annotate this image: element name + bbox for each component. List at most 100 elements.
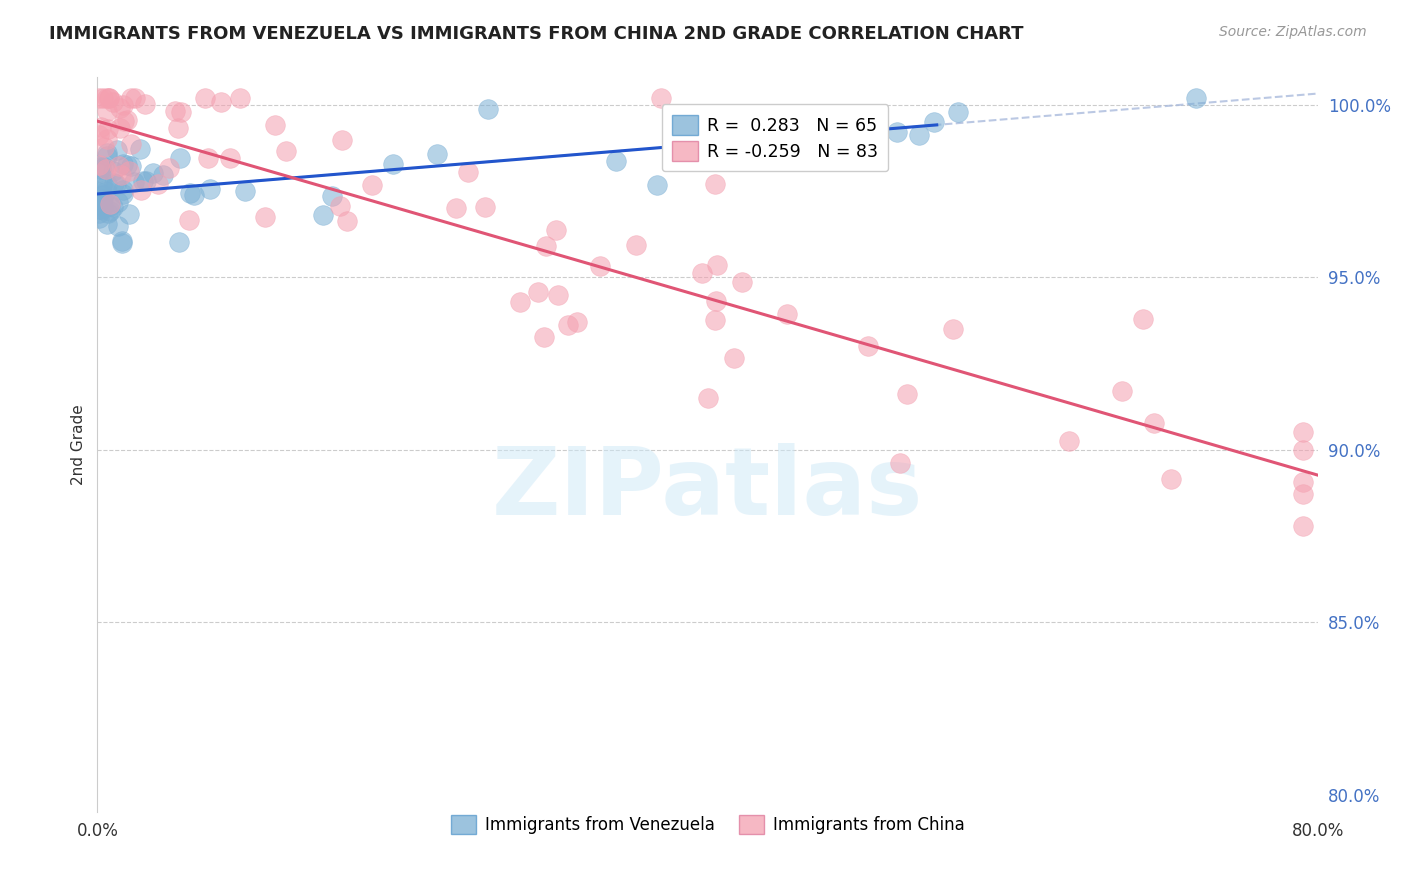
Point: [942, 322, 965, 336]
Point: [120, 159, 142, 173]
Point: [509, 295, 531, 310]
Point: [697, 392, 720, 406]
Point: [129, 184, 152, 198]
Point: [908, 128, 931, 142]
Legend: Immigrants from Venezuela, Immigrants from China: Immigrants from Venezuela, Immigrants fr…: [441, 805, 974, 844]
Point: [97, 206, 120, 220]
Point: [179, 186, 201, 200]
Point: [589, 259, 612, 273]
Point: [856, 339, 879, 353]
Point: [177, 213, 200, 227]
Y-axis label: 2nd Grade: 2nd Grade: [72, 404, 86, 485]
Point: [98, 91, 121, 105]
Text: IMMIGRANTS FROM VENEZUELA VS IMMIGRANTS FROM CHINA 2ND GRADE CORRELATION CHART: IMMIGRANTS FROM VENEZUELA VS IMMIGRANTS …: [49, 25, 1024, 43]
Point: [330, 132, 353, 146]
Point: [922, 115, 945, 129]
Point: [96, 131, 118, 145]
Point: [534, 239, 557, 253]
Point: [426, 147, 449, 161]
Point: [253, 210, 276, 224]
Point: [128, 142, 150, 156]
Point: [1292, 518, 1315, 533]
Point: [157, 161, 180, 175]
Point: [132, 174, 155, 188]
Point: [730, 276, 752, 290]
Point: [650, 91, 672, 105]
Point: [89, 202, 111, 216]
Point: [477, 102, 499, 116]
Point: [105, 143, 128, 157]
Point: [135, 174, 157, 188]
Point: [103, 200, 125, 214]
Point: [91, 195, 114, 210]
Text: ZIPatlas: ZIPatlas: [492, 442, 924, 534]
Point: [90, 162, 112, 177]
Point: [118, 207, 141, 221]
Point: [321, 189, 343, 203]
Point: [526, 285, 548, 299]
Point: [97, 91, 120, 105]
Point: [118, 163, 141, 178]
Point: [723, 351, 745, 365]
Point: [170, 104, 193, 119]
Point: [789, 120, 811, 134]
Point: [93, 160, 115, 174]
Point: [91, 178, 114, 193]
Point: [889, 456, 911, 470]
Point: [110, 101, 132, 115]
Point: [1143, 416, 1166, 430]
Point: [1057, 434, 1080, 449]
Point: [183, 187, 205, 202]
Point: [1292, 475, 1315, 490]
Point: [152, 168, 174, 182]
Point: [87, 91, 110, 105]
Point: [96, 91, 118, 105]
Point: [690, 266, 713, 280]
Point: [124, 91, 146, 105]
Point: [120, 91, 142, 105]
Point: [96, 177, 118, 191]
Point: [1111, 384, 1133, 398]
Point: [200, 182, 222, 196]
Point: [557, 318, 579, 332]
Point: [706, 258, 728, 272]
Point: [896, 387, 918, 401]
Point: [91, 201, 114, 215]
Point: [105, 177, 128, 191]
Point: [776, 307, 799, 321]
Point: [704, 293, 727, 308]
Point: [474, 200, 496, 214]
Point: [361, 178, 384, 192]
Point: [1292, 443, 1315, 458]
Point: [117, 113, 139, 128]
Point: [107, 194, 129, 209]
Point: [165, 104, 187, 119]
Point: [112, 98, 135, 112]
Point: [98, 197, 121, 211]
Point: [103, 176, 125, 190]
Point: [87, 211, 110, 225]
Point: [93, 140, 115, 154]
Point: [111, 235, 134, 250]
Point: [565, 315, 588, 329]
Point: [112, 183, 135, 197]
Point: [98, 199, 121, 213]
Point: [605, 153, 627, 168]
Point: [547, 288, 569, 302]
Point: [89, 158, 111, 172]
Point: [209, 95, 232, 110]
Point: [89, 185, 111, 199]
Point: [218, 151, 240, 165]
Point: [329, 199, 352, 213]
Point: [87, 202, 110, 216]
Point: [1292, 486, 1315, 500]
Point: [91, 91, 114, 105]
Point: [167, 235, 190, 250]
Point: [87, 206, 110, 220]
Point: [312, 209, 335, 223]
Point: [96, 217, 118, 231]
Point: [626, 238, 648, 252]
Point: [457, 165, 479, 179]
Point: [1185, 91, 1208, 105]
Point: [112, 187, 135, 202]
